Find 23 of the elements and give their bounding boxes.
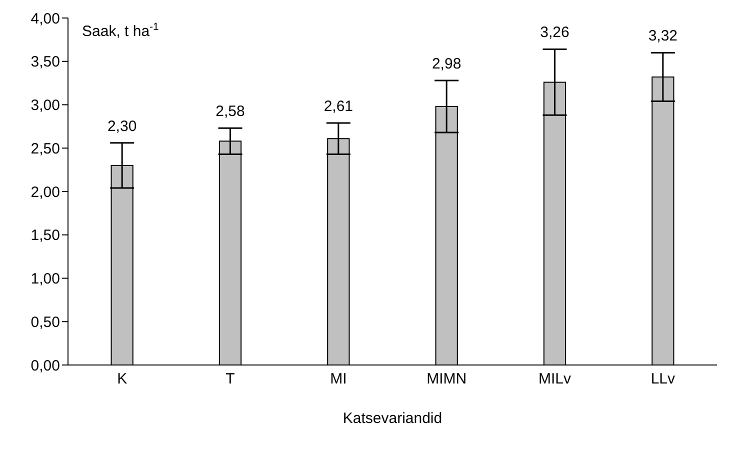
data-label: 3,32	[648, 28, 678, 45]
y-tick-label: 3,00	[30, 97, 60, 114]
y-tick-label: 0,50	[30, 314, 60, 331]
x-tick-label: MI	[330, 370, 347, 388]
data-label: 3,26	[540, 24, 570, 42]
x-tick-label: LLv	[650, 370, 676, 388]
y-tick-label: 0,00	[30, 357, 60, 374]
x-axis-title: Katsevariandid	[342, 410, 442, 427]
data-label: 2,61	[324, 98, 354, 115]
data-label: 2,30	[107, 118, 137, 135]
y-tick-label: 3,50	[30, 54, 60, 71]
y-tick-label: 1,50	[30, 227, 60, 244]
y-axis-title: Saak, t ha$^{-1}$	[82, 21, 160, 40]
data-label: 2,58	[216, 103, 245, 120]
y-tick-label: 4,00	[30, 10, 60, 28]
x-tick-label: K	[117, 370, 128, 388]
y-tick-label: 1,00	[30, 270, 60, 288]
x-tick-label: T	[226, 370, 235, 388]
data-label: 2,98	[432, 55, 462, 72]
y-tick-label: 2,50	[30, 140, 60, 158]
y-tick-label: 2,00	[30, 184, 60, 201]
x-tick-label: MILv	[538, 370, 572, 388]
x-tick-label: MIMN	[426, 370, 467, 388]
